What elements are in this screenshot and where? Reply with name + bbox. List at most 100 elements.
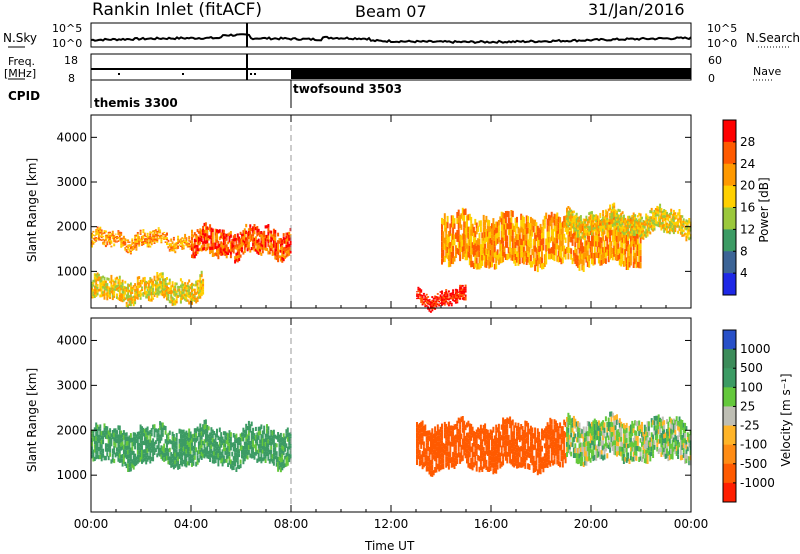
velocity-cell [504, 445, 507, 451]
power-cell [474, 255, 477, 262]
power-cell [463, 251, 466, 258]
velocity-cell [202, 453, 205, 458]
velocity-cell [179, 429, 182, 434]
velocity-cell [484, 451, 487, 457]
velocity-cell [92, 437, 95, 442]
power-cell [222, 248, 225, 252]
velocity-cell [472, 441, 475, 447]
power-cell [238, 239, 241, 243]
power-cell [279, 246, 282, 250]
power-cell [96, 228, 99, 230]
velocity-cell [561, 432, 564, 438]
power-cell [622, 237, 625, 244]
velocity-cell [153, 424, 156, 429]
power-cell [99, 279, 102, 283]
power-cell [125, 289, 128, 292]
power-cell [217, 255, 220, 260]
power-cell [497, 253, 500, 260]
power-cell [520, 213, 523, 220]
velocity-cell [172, 456, 175, 461]
velocity-cell [542, 435, 545, 441]
power-cell [481, 260, 484, 266]
power-cell [611, 206, 614, 210]
power-cell [271, 249, 274, 253]
power-cell [614, 226, 617, 229]
power-cell [222, 229, 225, 233]
power-cell [111, 279, 114, 283]
velocity-cell [513, 446, 516, 452]
power-cell [520, 220, 523, 227]
power-cell [603, 251, 606, 258]
velocity-cell [154, 440, 157, 445]
power-cell [97, 232, 100, 235]
mhz-label: [MHz] [4, 67, 37, 80]
velocity-cell [203, 448, 206, 454]
power-cell [463, 298, 466, 301]
power-cell [674, 217, 677, 220]
velocity-cell [485, 449, 488, 455]
power-cell [277, 251, 280, 255]
velocity-cell [547, 449, 550, 455]
power-cell [646, 227, 649, 231]
velocity-cell [438, 429, 441, 436]
velocity-cell [100, 435, 103, 440]
power-cell [238, 254, 241, 258]
velocity-cell [452, 426, 455, 432]
power-cell [627, 252, 630, 259]
power-cell [100, 230, 103, 233]
velocity-cell [436, 441, 439, 447]
velocity-cell [449, 447, 452, 453]
power-cell [625, 232, 628, 239]
power-cell [216, 249, 218, 253]
velocity-cell [220, 432, 223, 436]
power-cell [518, 252, 521, 259]
velocity-cell [545, 441, 548, 447]
power-colorbar-swatch [723, 120, 736, 143]
power-cell [646, 224, 649, 228]
velocity-cell [467, 420, 470, 427]
velocity-cell [570, 451, 573, 457]
power-cell [541, 233, 543, 240]
power-cell [624, 248, 627, 255]
velocity-cell [182, 446, 185, 452]
velocity-cell [127, 436, 130, 441]
power-cell [567, 241, 570, 248]
power-cell [210, 237, 213, 241]
velocity-cell [135, 460, 138, 466]
power-cell [289, 240, 292, 244]
power-cell [146, 243, 149, 246]
power-cell [166, 241, 168, 244]
velocity-cell [442, 463, 445, 470]
power-cell [675, 215, 678, 218]
power-cell [199, 277, 202, 281]
velocity-cell [200, 447, 203, 452]
velocity-cell [97, 438, 100, 443]
velocity-cell [121, 441, 124, 446]
velocity-cell [449, 441, 452, 447]
power-cell [127, 239, 130, 242]
velocity-cell [93, 440, 96, 445]
velocity-cell [132, 455, 135, 461]
power-cell [484, 231, 487, 238]
power-cell [261, 241, 264, 245]
velocity-cell [160, 445, 163, 450]
velocity-cell [545, 457, 548, 463]
power-cell [113, 280, 116, 284]
velocity-cell [557, 443, 560, 449]
velocity-cell [272, 443, 275, 448]
power-cell [682, 218, 685, 221]
power-cell [467, 232, 470, 239]
velocity-cell [164, 430, 167, 435]
power-cell [186, 292, 189, 295]
power-cell [613, 214, 616, 217]
velocity-cell [525, 437, 528, 444]
power-cell [147, 282, 150, 286]
power-cell [168, 244, 171, 246]
power-cell [672, 209, 675, 213]
velocity-cell [416, 422, 418, 428]
velocity-cell [188, 460, 191, 466]
power-cell [256, 250, 259, 254]
power-cell [584, 246, 587, 253]
power-cell [584, 218, 587, 222]
velocity-cell [517, 462, 520, 469]
